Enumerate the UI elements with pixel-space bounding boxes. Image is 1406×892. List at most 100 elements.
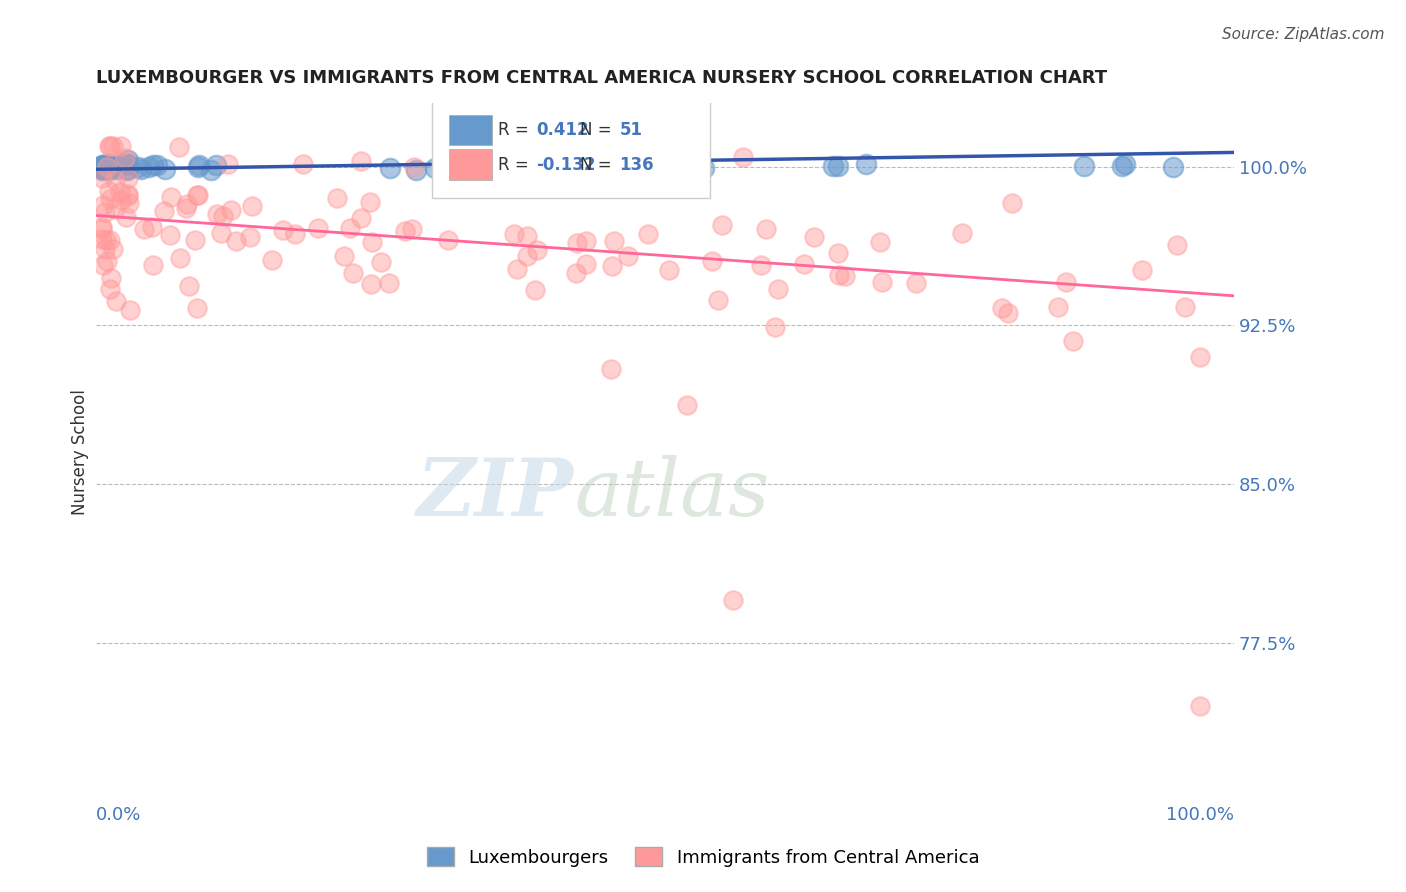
Point [502, 227, 524, 241]
Point [575, 257, 598, 271]
Point [1046, 300, 1069, 314]
Point [100, 192, 122, 206]
Point [834, 269, 856, 284]
Point [225, 235, 247, 249]
Point [169, 140, 191, 154]
Point [153, 161, 176, 176]
Point [665, 158, 688, 172]
Point [637, 227, 659, 241]
Point [990, 301, 1012, 316]
Point [575, 235, 598, 249]
Point [755, 221, 778, 235]
Text: 0.412: 0.412 [537, 121, 589, 139]
Point [100, 271, 122, 285]
Point [96, 253, 118, 268]
Point [141, 220, 163, 235]
Point [465, 165, 488, 179]
Point [565, 235, 588, 250]
Point [108, 185, 131, 199]
Point [405, 163, 427, 178]
Point [350, 154, 373, 169]
Point [768, 282, 790, 296]
Point [184, 233, 207, 247]
Point [90, 159, 112, 173]
Point [101, 159, 124, 173]
Point [90, 160, 112, 174]
Point [90, 161, 112, 175]
Legend: Luxembourgers, Immigrants from Central America: Luxembourgers, Immigrants from Central A… [419, 840, 987, 874]
Point [97, 138, 120, 153]
Point [599, 361, 621, 376]
Point [600, 260, 623, 274]
Point [526, 244, 548, 258]
Point [153, 204, 176, 219]
Point [693, 161, 716, 175]
Point [307, 221, 329, 235]
Point [90, 222, 112, 236]
Point [950, 226, 973, 240]
Point [711, 218, 734, 232]
Point [378, 276, 401, 290]
Point [98, 233, 121, 247]
FancyBboxPatch shape [449, 114, 492, 145]
Point [176, 197, 198, 211]
Point [110, 193, 132, 207]
Point [104, 202, 127, 216]
Point [516, 228, 538, 243]
Text: 136: 136 [620, 156, 654, 174]
Point [401, 222, 423, 236]
Point [159, 190, 181, 204]
Point [129, 161, 152, 176]
Point [869, 235, 891, 249]
Point [103, 138, 125, 153]
Point [221, 202, 243, 217]
Point [617, 249, 640, 263]
Point [91, 161, 114, 176]
Point [146, 158, 169, 172]
Point [284, 227, 307, 241]
Point [723, 593, 745, 607]
Point [855, 157, 877, 171]
Point [91, 160, 114, 174]
Point [91, 258, 114, 272]
Point [360, 277, 382, 291]
Point [97, 163, 120, 178]
Point [177, 278, 200, 293]
Point [1001, 196, 1024, 211]
Point [658, 263, 681, 277]
Point [91, 198, 114, 212]
Point [1111, 159, 1133, 173]
Point [749, 258, 772, 272]
Point [361, 235, 384, 249]
Point [1188, 351, 1211, 365]
Point [633, 161, 655, 175]
Text: R =: R = [498, 156, 534, 174]
Point [117, 188, 139, 202]
Text: 51: 51 [620, 121, 643, 139]
Point [115, 210, 138, 224]
Point [1163, 161, 1185, 175]
Point [91, 161, 114, 175]
Point [506, 261, 529, 276]
Point [90, 162, 112, 177]
Point [117, 162, 139, 177]
Point [115, 156, 138, 170]
Point [515, 249, 537, 263]
Point [1073, 160, 1095, 174]
Y-axis label: Nursery School: Nursery School [72, 390, 89, 516]
Point [370, 255, 392, 269]
Point [437, 233, 460, 247]
Point [132, 222, 155, 236]
Text: atlas: atlas [574, 456, 769, 533]
Point [827, 245, 849, 260]
Point [127, 160, 149, 174]
Point [205, 207, 228, 221]
Point [97, 161, 120, 175]
Point [823, 159, 845, 173]
Point [138, 160, 160, 174]
Point [142, 258, 165, 272]
Point [870, 275, 893, 289]
Point [186, 187, 208, 202]
Point [90, 159, 112, 173]
Point [1130, 263, 1153, 277]
